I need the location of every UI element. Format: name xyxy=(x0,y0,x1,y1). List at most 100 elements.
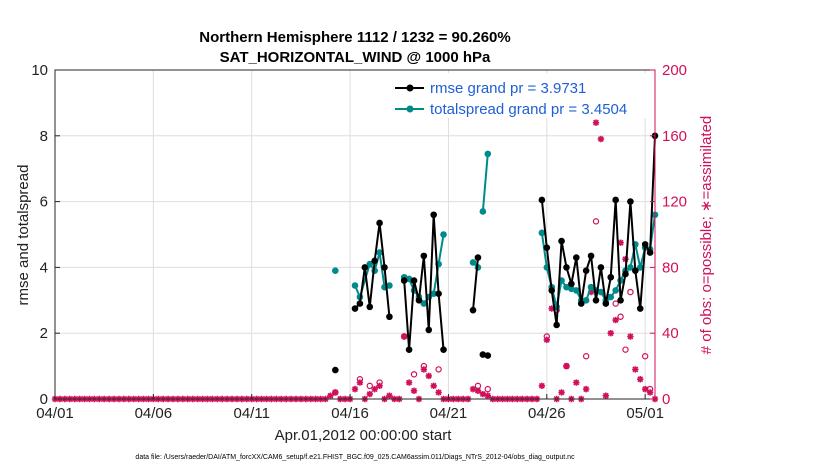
series-point xyxy=(612,196,619,204)
obs-assimilated-marker xyxy=(420,366,428,373)
asterisk-shape xyxy=(425,372,432,380)
plot-area xyxy=(55,70,655,399)
x-tick-label: 04/26 xyxy=(528,405,566,422)
y-tick-label-right: 80 xyxy=(662,259,679,276)
y-axis-label-right: # of obs: o=possible; ∗=assimilated xyxy=(698,116,715,355)
asterisk-shape xyxy=(430,382,437,390)
asterisk-shape xyxy=(435,389,442,396)
obs-possible-marker xyxy=(627,288,634,296)
series-point xyxy=(405,346,413,353)
x-tick-label: 05/01 xyxy=(626,405,664,422)
obs-assimilated-marker xyxy=(587,288,595,296)
y-tick-label-left: 4 xyxy=(40,259,48,276)
series-point xyxy=(548,287,556,294)
series-point xyxy=(538,196,546,204)
obs-assimilated-marker xyxy=(641,385,649,393)
series-point xyxy=(332,267,339,274)
series-point xyxy=(553,321,560,329)
series-point xyxy=(607,293,615,301)
asterisk-shape xyxy=(597,135,605,143)
series-point xyxy=(366,303,374,311)
obs-assimilated-marker xyxy=(430,382,437,390)
obs-assimilated-marker xyxy=(410,387,418,394)
series-point xyxy=(636,264,644,271)
legend-rmse-marker xyxy=(406,84,414,92)
asterisk-shape xyxy=(563,362,570,370)
axes: 04/01 04/06 04/11 04/16 04/21 04/26 05/0102468… xyxy=(31,62,687,422)
series-point xyxy=(479,351,487,358)
asterisk-shape xyxy=(366,390,373,398)
series-point xyxy=(376,249,383,256)
series-point xyxy=(386,282,393,289)
series-point xyxy=(484,150,492,158)
asterisk-shape xyxy=(538,382,546,390)
series-point xyxy=(440,231,447,238)
y-tick-label-right: 200 xyxy=(662,62,687,79)
asterisk-shape xyxy=(371,385,378,393)
obs-assimilated-marker xyxy=(484,392,491,399)
legend-box xyxy=(388,73,648,118)
obs-assimilated-marker xyxy=(405,379,413,386)
series-point xyxy=(435,290,442,298)
series-point xyxy=(543,244,551,251)
obs-assimilated-marker xyxy=(612,316,619,324)
x-tick-label: 04/21 xyxy=(430,405,468,422)
asterisk-shape xyxy=(617,239,624,246)
series-point xyxy=(430,290,437,298)
chart-title-line2: SAT_HORIZONTAL_WIND @ 1000 hPa xyxy=(220,49,491,66)
series-point xyxy=(592,297,600,304)
obs-assimilated-marker xyxy=(376,382,383,390)
obs-assimilated-marker xyxy=(558,389,565,396)
x-tick-label: 04/06 xyxy=(135,405,173,422)
asterisk-shape xyxy=(469,385,477,393)
x-tick-label: 04/11 xyxy=(234,405,270,422)
series-point xyxy=(420,300,428,307)
series-point xyxy=(484,352,492,359)
series-point xyxy=(366,260,374,268)
asterisk-shape xyxy=(573,379,580,386)
series-point xyxy=(474,254,482,261)
data-file-footnote: data file: /Users/raeder/DAI/ATM_forcXX/… xyxy=(135,454,575,461)
asterisk-shape xyxy=(622,255,629,263)
asterisk-shape xyxy=(627,333,634,340)
legend-rmse-label: rmse grand pr = 3.9731 xyxy=(430,80,586,97)
obs-assimilated-marker xyxy=(582,385,590,393)
obs-possible-marker xyxy=(612,300,619,307)
asterisk-shape xyxy=(632,366,639,373)
obs-assimilated-marker xyxy=(563,362,570,370)
obs-assimilated-marker xyxy=(637,376,644,383)
obs-assimilated-marker xyxy=(435,389,442,396)
series-point xyxy=(597,288,605,296)
series-line-segment xyxy=(472,257,479,311)
series-point xyxy=(371,257,378,265)
obs-possible-marker xyxy=(592,218,600,225)
asterisk-shape xyxy=(612,316,619,324)
x-tick-label: 04/01 xyxy=(36,405,74,422)
obs-assimilated-marker xyxy=(646,389,654,396)
series-line-segment xyxy=(540,135,656,326)
y-tick-label-right: 160 xyxy=(662,128,687,145)
series-point xyxy=(636,305,644,312)
series-point xyxy=(356,300,364,307)
obs-assimilated-marker xyxy=(474,387,482,394)
obs-assimilated-marker xyxy=(627,333,634,340)
y-tick-label-left: 2 xyxy=(40,325,48,342)
series-point xyxy=(587,252,595,260)
obs-assimilated-marker xyxy=(538,382,546,390)
series-point xyxy=(582,267,590,274)
series-point xyxy=(440,346,447,353)
y-tick-label-right: 40 xyxy=(662,325,679,342)
obs-assimilated-marker xyxy=(617,239,624,246)
series-point xyxy=(469,259,477,266)
asterisk-shape xyxy=(410,387,418,394)
asterisk-shape xyxy=(587,288,595,296)
obs-possible-marker xyxy=(410,371,418,378)
series-point xyxy=(627,264,634,271)
asterisk-shape xyxy=(400,333,408,340)
obs-assimilated-marker xyxy=(543,336,551,343)
asterisk-shape xyxy=(327,392,334,399)
obs-assimilated-marker xyxy=(371,385,378,393)
series-point xyxy=(573,287,580,294)
obs-assimilated-marker xyxy=(469,385,477,393)
obs-assimilated-marker xyxy=(351,385,359,393)
